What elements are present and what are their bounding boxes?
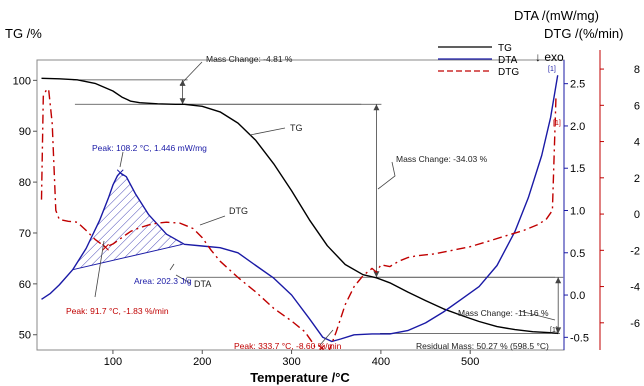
legend-label-dtg: DTG: [498, 67, 519, 78]
curve-label-tg: TG: [290, 123, 303, 133]
dta-tick-label: 1.0: [570, 205, 585, 217]
mass-step-arrowhead: [373, 271, 380, 278]
dta-peak-area: [72, 172, 183, 270]
residual-mass-label: Residual Mass: 50.27 % (598.5 °C): [416, 341, 549, 351]
x-tick-label: 200: [193, 356, 211, 368]
legend: TG DTA DTG: [438, 43, 519, 78]
x-tick-label: 500: [461, 356, 479, 368]
mass-change-label-1: Mass Change: -4.81 %: [206, 54, 293, 64]
series-dtg: [40, 88, 557, 350]
tg-tick-label: 80: [19, 177, 31, 189]
area-label: Area: 202.3 J/g: [134, 276, 192, 286]
dta-tick-label: -0.5: [570, 332, 589, 344]
dtg-tick-label: 0: [634, 209, 640, 221]
dta-peak-label: Peak: 108.2 °C, 1.446 mW/mg: [92, 143, 207, 153]
dtg-tick-label: 2: [634, 173, 640, 185]
legend-label-tg: TG: [498, 43, 512, 54]
tg-tick-label: 100: [13, 75, 31, 87]
dta-axis-label: DTA /(mW/mg): [514, 8, 599, 23]
dtg-peak-label-1: Peak: 91.7 °C, -1.83 %/min: [66, 306, 169, 316]
dta-tick-label: 0.5: [570, 248, 585, 260]
mass-step-arrowhead: [179, 98, 186, 105]
mass-step-arrowhead: [555, 327, 562, 334]
x-axis-label: Temperature /°C: [250, 370, 350, 385]
peak-marker: [318, 344, 326, 350]
series-dta: [41, 75, 559, 343]
dtg-tick-label: 8: [634, 64, 640, 76]
leader-lines: [94, 61, 556, 346]
end-marker-dta: [1]: [548, 66, 556, 73]
curve-label-dtg: DTG: [229, 206, 248, 216]
x-tick-label: 100: [104, 356, 122, 368]
x-tick-label: 300: [282, 356, 300, 368]
dtg-peak-label-2: Peak: 333.7 °C, -8.60 %/min: [234, 341, 342, 351]
tg-tick-label: 60: [19, 279, 31, 291]
tg-tick-label: 70: [19, 228, 31, 240]
legend-label-dta: DTA: [498, 55, 518, 66]
peak-marker: [116, 169, 124, 177]
dtg-tick-label: 4: [634, 137, 640, 149]
mass-change-label-3: Mass Change: -11.16 %: [458, 308, 549, 318]
dta-tick-label: 1.5: [570, 163, 585, 175]
x-tick-label: 400: [372, 356, 390, 368]
dta-peak-baseline: [72, 243, 183, 271]
tg-tick-label: 90: [19, 126, 31, 138]
mass-change-label-2: Mass Change: -34.03 %: [396, 154, 488, 164]
dtg-tick-label: 6: [634, 100, 640, 112]
exo-marker: ↓ exo: [535, 50, 564, 64]
dtg-tick-label: -2: [630, 245, 640, 257]
end-marker-dtg: [1]: [553, 120, 561, 127]
dtg-tick-label: -4: [630, 282, 640, 294]
dtg-tick-label: -6: [630, 318, 640, 330]
dta-tick-label: 0.0: [570, 290, 585, 302]
curve-label-dta: DTA: [194, 279, 211, 289]
mass-step-arrowhead: [373, 104, 380, 111]
peak-marker: [102, 243, 109, 251]
dtg-axis-label: DTG /(%/min): [544, 26, 623, 41]
tg-axis-label: TG /%: [5, 26, 42, 41]
dta-tick-label: 2.0: [570, 121, 585, 133]
dta-tick-label: 2.5: [570, 79, 585, 91]
end-marker-tg: [1]: [550, 327, 558, 334]
tg-tick-label: 50: [19, 330, 31, 342]
mass-step-arrowhead: [555, 277, 562, 284]
series-tg: [41, 77, 559, 335]
